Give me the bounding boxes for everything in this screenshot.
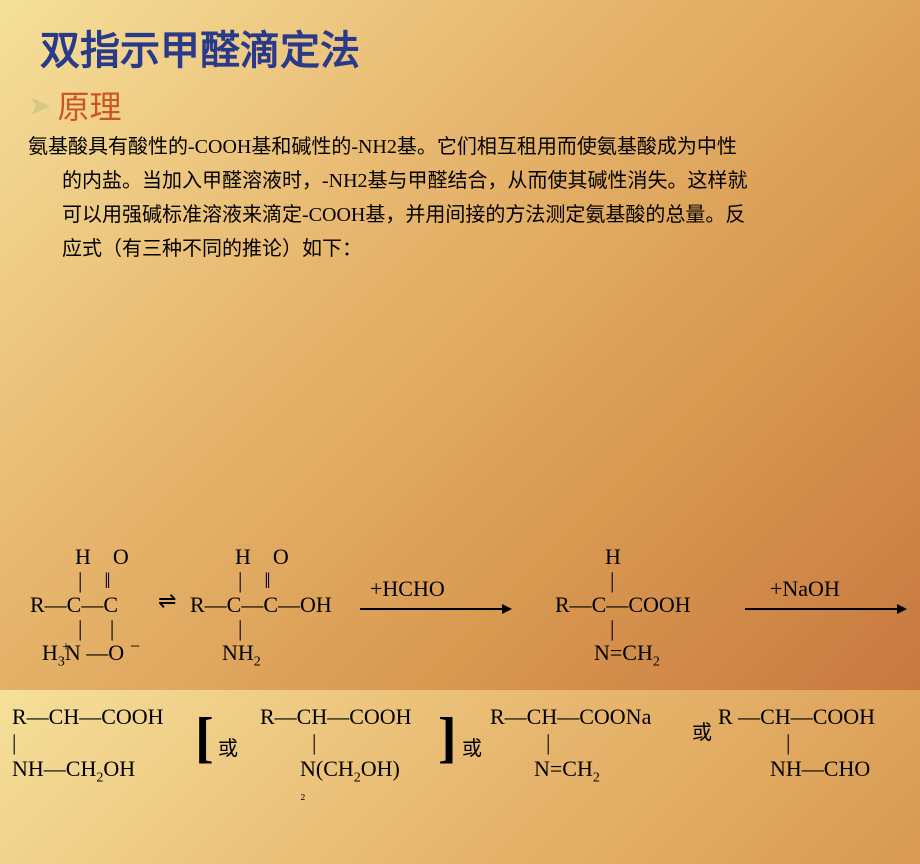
reagent-hcho: +HCHO [370,576,445,602]
struct3-mid: R—C—COOH [555,592,691,618]
struct2-mid: R—C—C—OH [190,592,332,618]
struct3-top: H [605,544,621,570]
slide-title: 双指示甲醛滴定法 [0,0,920,82]
subtitle-row: ➤ 原理 [0,82,920,128]
struct5-l2: | [312,730,316,756]
struct7-l2: | [786,730,790,756]
struct1-minus: − [130,636,140,657]
struct1-bonds2: | | [78,616,114,642]
paragraph-line-2: 的内盐。当加入甲醛溶液时，-NH2基与甲醛结合，从而使其碱性消失。这样就 [0,162,920,196]
struct1-top: H O [75,544,129,570]
struct1-bot: H3N —O [42,640,124,670]
struct4-l3: NH—CH2OH [12,756,135,786]
bracket-close: ] [438,706,457,770]
equilibrium-arrow: ⇌ [158,588,176,614]
paragraph-line-1: 氨基酸具有酸性的-COOH基和碱性的-NH2基。它们相互租用而使氨基酸成为中性 [0,128,920,162]
bullet-icon: ➤ [28,89,51,122]
or-2: 或 [462,732,482,761]
reaction-row-2: R—CH—COOH | NH—CH2OH [ 或 R—CH—COOH | N(C… [0,704,920,864]
struct6-l1: R—CH—COONa [490,704,651,730]
struct7-l3: NH—CHO [770,756,870,782]
reagent-naoh: +NaOH [770,576,840,602]
struct2-top: H O [235,544,289,570]
struct2-bot: NH2 [222,640,261,670]
struct1-bonds: | ‖ [78,568,111,594]
paragraph-line-3: 可以用强碱标准溶液来滴定-COOH基，并用间接的方法测定氨基酸的总量。反 [0,196,920,230]
struct1-mid: R—C—C [30,592,118,618]
struct4-l2: | [12,730,16,756]
arrow-2 [745,608,905,610]
bracket-open: [ [195,706,214,770]
struct5-l4: ₂ [300,784,306,802]
struct6-l2: | [546,730,550,756]
struct6-l3: N=CH2 [534,756,600,786]
or-1: 或 [218,732,238,761]
struct3-bot: N=CH2 [594,640,660,670]
arrow-1 [360,608,510,610]
struct4-l1: R—CH—COOH [12,704,164,730]
struct2-bonds: | ‖ [238,568,271,594]
struct2-bonds2: | [238,616,242,642]
struct1-plus: + [62,640,70,656]
struct5-l3: N(CH2OH) [300,756,400,786]
struct3-bonds2: | [610,616,614,642]
reaction-row-1: H O | ‖ R—C—C | | H3N —O + − ⇌ H O | ‖ R… [0,544,920,684]
paragraph-line-4: 应式（有三种不同的推论）如下： [0,230,920,264]
or-3: 或 [692,716,712,745]
struct7-l1: R —CH—COOH [718,704,875,730]
subtitle: 原理 [57,82,121,128]
struct5-l1: R—CH—COOH [260,704,412,730]
struct3-bonds: | [610,568,614,594]
